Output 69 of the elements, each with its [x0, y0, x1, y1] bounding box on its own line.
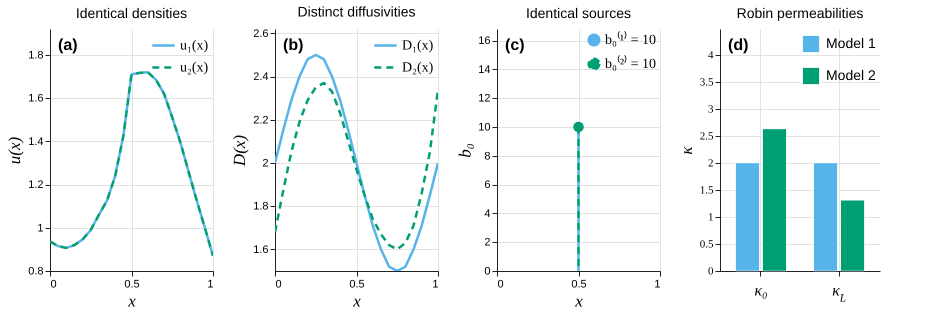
y-tick-label: 1.8 [28, 49, 44, 62]
legend-label: u₂(x) [180, 60, 209, 76]
chart-title: Identical sources [526, 5, 632, 21]
y-tick-label: 1 [708, 211, 714, 224]
x-tick-label: 0.5 [124, 278, 140, 290]
y-tick-label: 0 [484, 266, 490, 278]
x-tick-label: 0 [50, 278, 57, 290]
bar [813, 162, 838, 272]
x-tick-label: 0 [276, 278, 282, 290]
legend-label: u₁(x) [180, 38, 209, 54]
x-tick-label: 0 [498, 278, 504, 290]
y-tick-label: 1 [37, 222, 44, 234]
y-tick-label: 1.6 [253, 244, 268, 256]
annotation: (c) [505, 37, 525, 54]
y-tick-label: 2 [708, 157, 714, 170]
chart-title: Identical densities [76, 5, 188, 21]
y-axis-title: b₀ [455, 143, 474, 158]
y-tick-label: 0.5 [700, 238, 714, 250]
y-tick-label: 2.4 [253, 71, 268, 84]
line-series [275, 82, 438, 251]
y-tick-label: 0.8 [28, 266, 44, 278]
y-tick-label: 4 [708, 49, 714, 62]
x-tick-label: 0.5 [571, 278, 587, 290]
y-tick-label: 12 [478, 92, 490, 105]
y-tick-label: 2.2 [253, 114, 268, 126]
y-tick-label: 16 [478, 35, 490, 48]
legend-label: D₂(x) [402, 60, 434, 76]
y-tick-label: 14 [478, 64, 490, 76]
y-tick-label: 6 [484, 179, 490, 192]
y-axis-title: D(x) [230, 134, 250, 168]
chart-title: Robin permeabilities [736, 5, 864, 21]
x-axis-title: x [127, 292, 136, 310]
y-tick-label: 1.8 [253, 200, 268, 213]
legend-label: b₀⁽¹⁾ = 10 [605, 31, 656, 48]
x-tick-label: 1 [432, 278, 438, 290]
y-tick-label: 1.6 [28, 92, 44, 105]
bar [735, 162, 760, 272]
chart-title: Distinct diffusivities [297, 3, 416, 20]
y-tick-label: 4 [484, 208, 490, 220]
bar [840, 200, 865, 272]
x-tick-label: 1 [654, 278, 660, 290]
y-tick-label: 3.5 [700, 76, 714, 88]
y-tick-label: 1.2 [28, 179, 44, 192]
legend-label: Model 2 [826, 67, 876, 83]
x-axis-title: x [352, 292, 362, 310]
y-tick-label: 8 [484, 150, 490, 162]
legend-label: D₁(x) [402, 38, 434, 54]
legend-label: b₀⁽²⁾ = 10 [605, 55, 656, 72]
x-axis-title: x [574, 292, 584, 310]
y-axis-title: u(x) [5, 136, 24, 164]
y-tick-label: 1.4 [28, 136, 44, 148]
y-tick-label: 2 [262, 157, 268, 170]
y-tick-label: 0 [708, 266, 714, 278]
y-tick-label: 10 [478, 121, 490, 134]
annotation: (d) [728, 37, 748, 54]
annotation: (b) [283, 37, 304, 54]
bar [762, 128, 787, 272]
x-tick-label: 1 [207, 278, 214, 290]
y-tick-label: 2.6 [253, 28, 268, 40]
legend-label: Model 1 [826, 35, 876, 51]
y-tick-label: 1.5 [700, 184, 714, 196]
x-tick-label: 0.5 [349, 278, 365, 290]
x-tick-label: κ₀ [754, 282, 768, 300]
y-tick-label: 2.5 [700, 130, 714, 142]
y-axis-title: κ [676, 146, 696, 155]
annotation: (a) [58, 37, 78, 54]
x-tick-label: κ$_{L}$ [832, 282, 846, 304]
y-tick-label: 3 [708, 103, 714, 116]
y-tick-label: 2 [484, 236, 490, 249]
